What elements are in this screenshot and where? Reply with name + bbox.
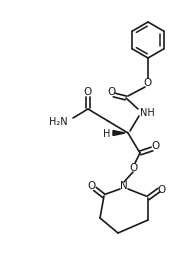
Text: O: O [152, 141, 160, 151]
Text: O: O [158, 185, 166, 195]
Text: O: O [129, 163, 137, 173]
Text: H₂N: H₂N [49, 117, 68, 127]
Text: N: N [120, 181, 128, 191]
Text: NH: NH [140, 108, 154, 118]
Text: O: O [144, 78, 152, 88]
Text: O: O [84, 87, 92, 97]
Text: O: O [107, 87, 115, 97]
Polygon shape [113, 130, 125, 135]
Text: H: H [103, 129, 111, 139]
Text: O: O [88, 181, 96, 191]
